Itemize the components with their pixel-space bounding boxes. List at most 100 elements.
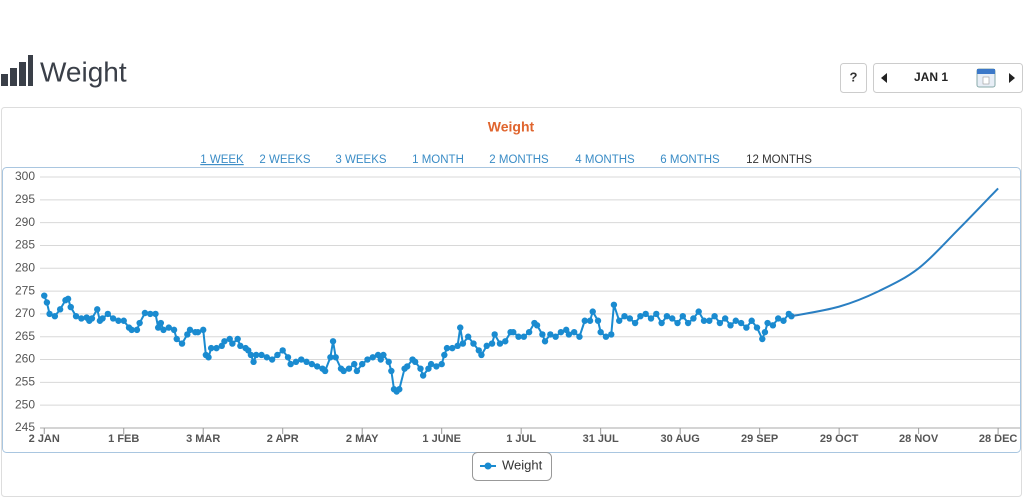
point [292,358,300,366]
point [769,322,777,329]
range-option[interactable]: 1 MONTH [412,154,464,166]
point [388,367,395,375]
range-option[interactable]: 2 MONTHS [489,154,549,166]
point [520,333,528,340]
point [67,303,74,311]
point [313,363,321,370]
point [165,324,172,331]
range-option[interactable]: 3 WEEKS [335,154,386,166]
point [721,315,729,322]
point [56,306,64,313]
legend-marker [484,462,492,470]
y-tick-label: 290 [15,215,35,229]
y-tick-label: 245 [15,420,35,434]
point [626,315,634,322]
point [748,317,755,324]
point [287,360,294,368]
point [737,319,745,327]
point [104,310,112,318]
point [586,317,594,324]
point [186,326,194,334]
legend-items: Weight [480,457,543,472]
point [525,328,533,336]
point [427,360,435,368]
range-option[interactable]: 1 WEEK [200,154,244,166]
point [229,340,236,347]
x-tick-label: 1 JUNE [422,433,461,445]
point [109,315,117,322]
point [396,386,403,393]
point [608,331,615,338]
point [684,319,692,327]
point [43,299,51,306]
point [308,360,316,368]
point [152,310,159,318]
point [419,372,427,379]
point [716,319,724,327]
prev-button[interactable] [881,73,887,83]
point [417,365,424,372]
point [157,319,165,327]
point [589,308,596,315]
point [557,328,565,336]
x-tick-label: 28 NOV [899,433,939,445]
point [449,344,456,352]
point [727,322,734,329]
point [496,340,504,347]
y-tick-label: 300 [15,169,35,183]
x-tick-label: 31 JUL [583,433,619,445]
point [369,354,376,361]
point [321,367,329,375]
legend-label[interactable]: Weight [502,457,543,472]
point [303,358,310,366]
calendar-icon[interactable] [976,68,996,88]
point [491,331,498,338]
point [616,317,623,324]
range-option[interactable]: 2 WEEKS [259,154,310,166]
point [136,319,143,327]
point [194,328,202,336]
point [279,347,286,354]
range-option[interactable]: 6 MONTHS [660,154,720,166]
point [78,315,85,322]
point [253,351,260,359]
range-option[interactable]: 4 MONTHS [575,154,635,166]
point [732,317,739,324]
y-tick-label: 285 [15,238,35,252]
point [653,310,660,318]
point [690,315,697,322]
point [764,319,771,327]
point [459,340,467,347]
point [329,338,337,345]
point [621,312,628,320]
point [780,317,787,324]
next-button[interactable] [1009,73,1015,83]
y-tick-label: 270 [15,306,35,320]
point [642,310,649,318]
point [380,351,387,359]
point [743,324,750,331]
point [128,326,135,334]
point [178,340,186,347]
y-tick-label: 255 [15,375,35,389]
point [327,354,334,361]
point [88,315,96,322]
x-tick-label: 2 JAN [29,433,60,445]
point [64,295,72,303]
point [454,342,461,350]
point [340,367,347,375]
point [234,335,241,343]
x-tick-label: 1 FEB [108,433,139,445]
point [695,308,702,315]
header-icon [1,55,33,86]
point [274,351,281,359]
point [133,326,141,334]
point [565,331,573,338]
point [351,360,358,368]
help-button[interactable] [840,63,867,93]
date-label: JAN 1 [914,70,948,84]
point [700,317,708,324]
chart-title: Weight [488,119,535,135]
legend [472,452,552,481]
range-option[interactable]: 12 MONTHS [746,154,812,166]
